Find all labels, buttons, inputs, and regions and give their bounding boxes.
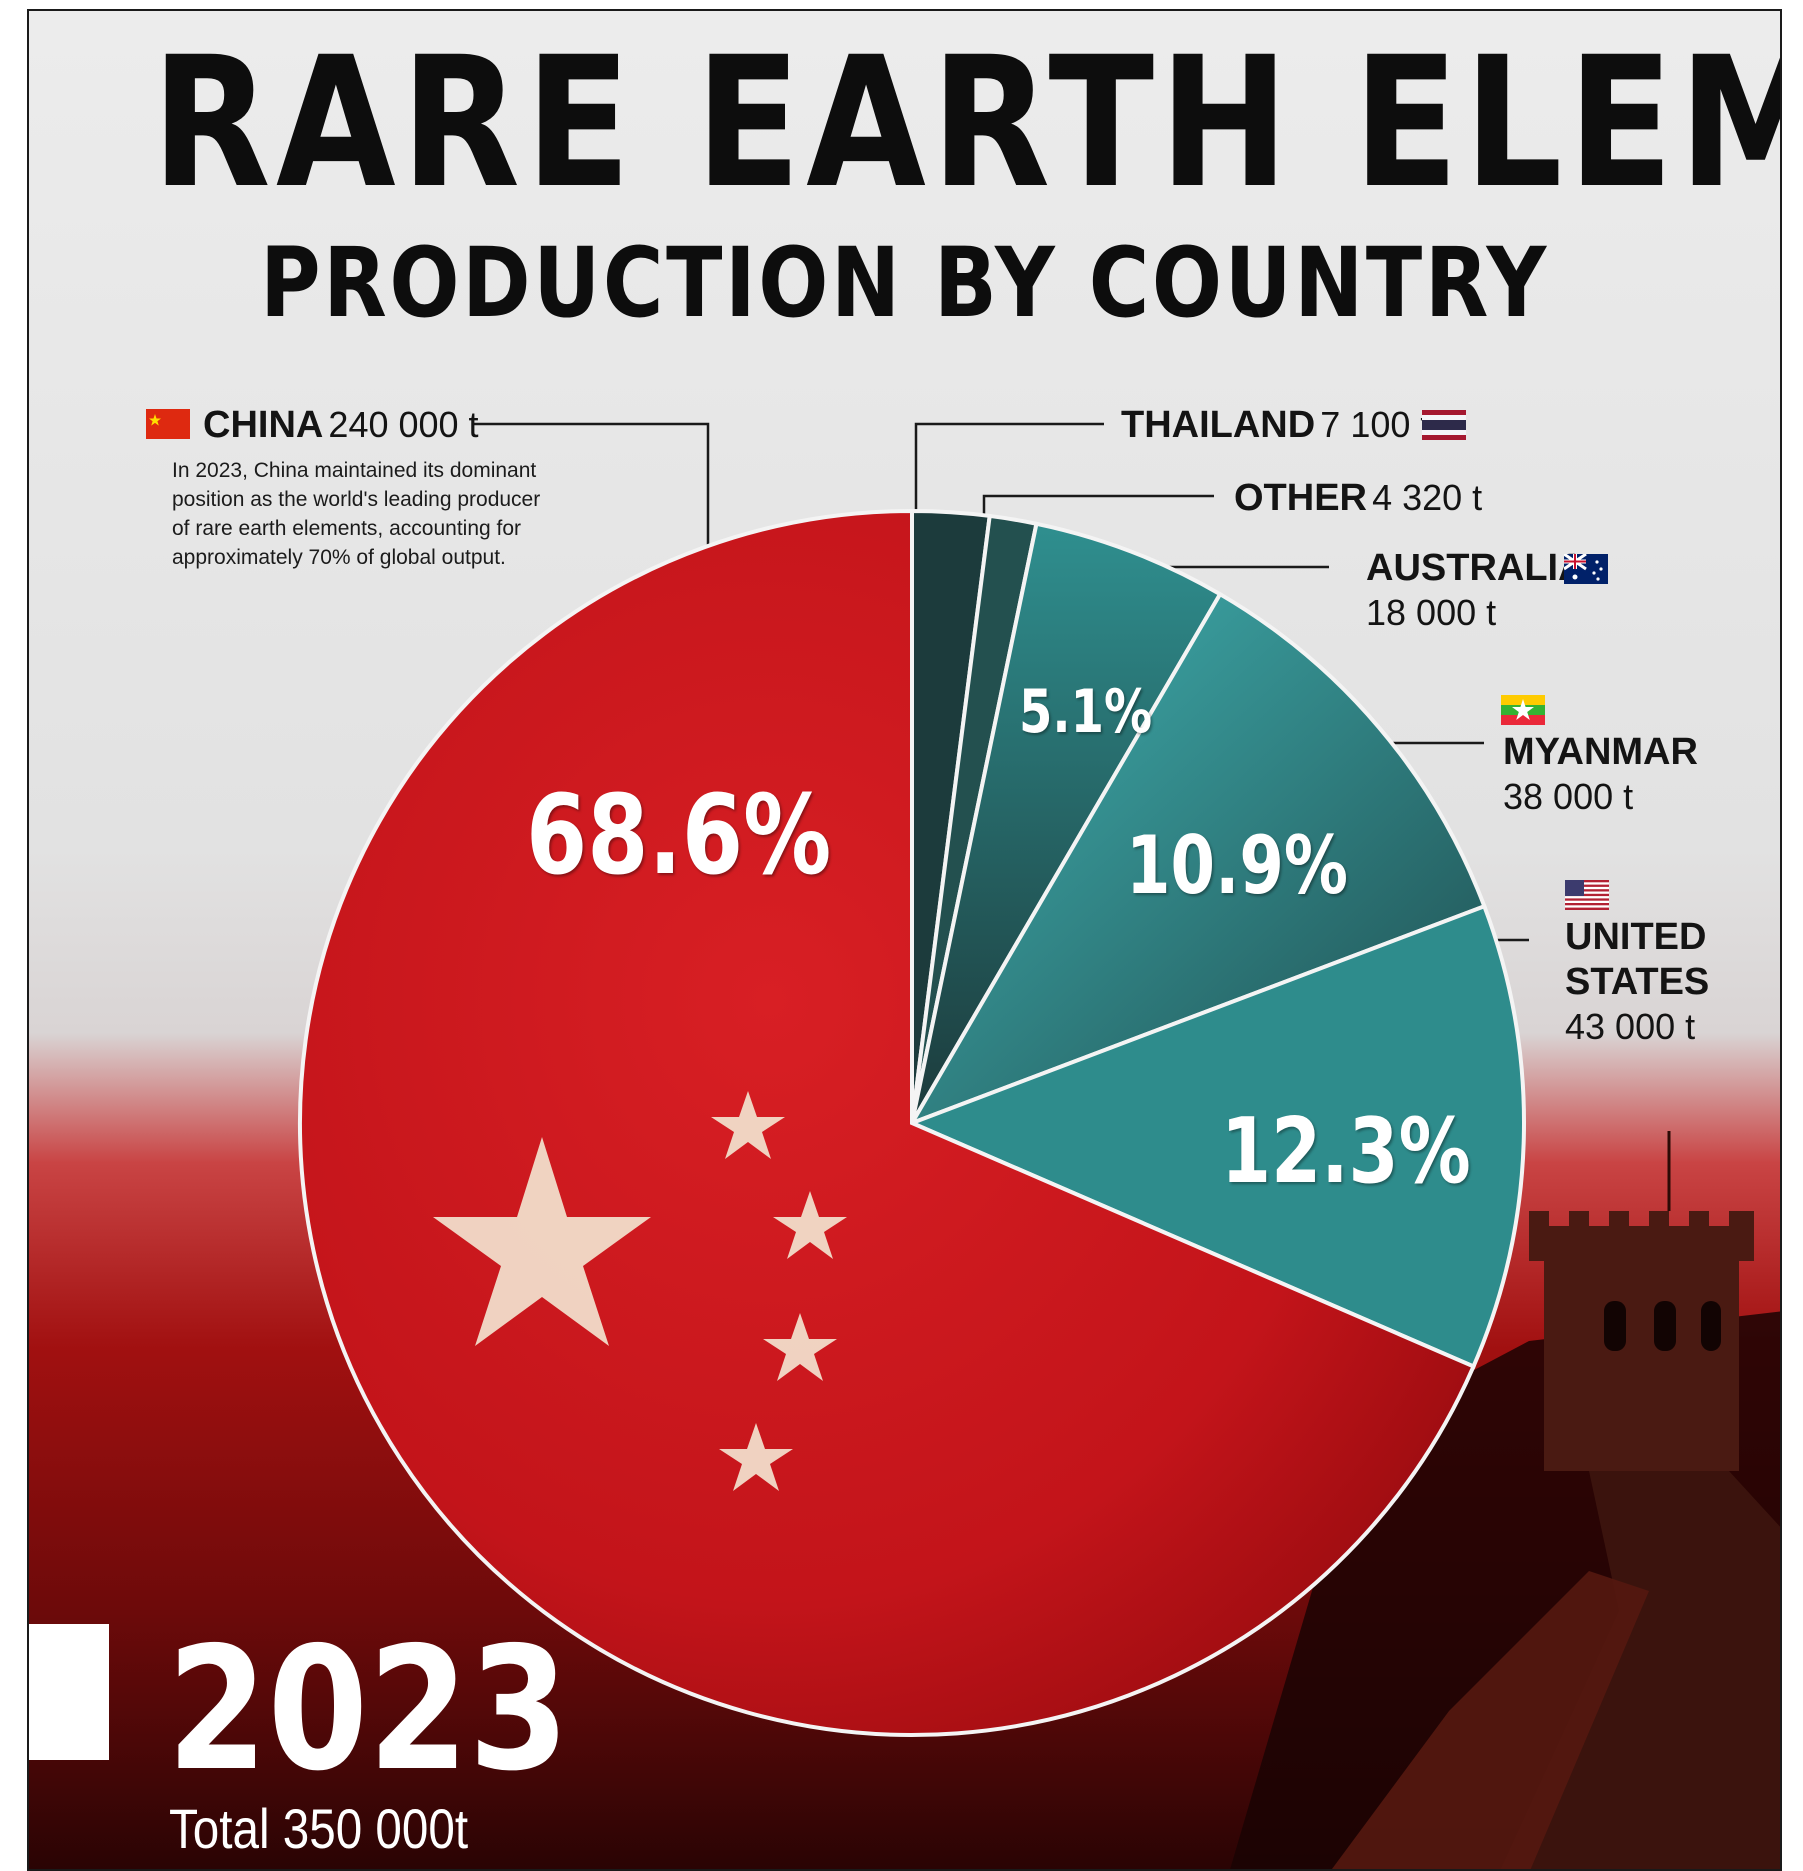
- label-other: OTHER 4 320 t: [1234, 477, 1482, 520]
- label-myanmar: MYANMAR 38 000 t: [1503, 731, 1698, 818]
- label-us-name-1: UNITED: [1565, 916, 1707, 958]
- pie-slice-china: [298, 508, 1477, 1737]
- label-thailand-name: THAILAND: [1121, 404, 1316, 446]
- label-thailand: THAILAND 7 100 t: [1121, 404, 1430, 447]
- label-china: CHINA 240 000 t: [203, 404, 479, 447]
- large-star: [433, 1137, 651, 1346]
- label-china-name: CHINA: [203, 404, 324, 446]
- chart-subtitle: PRODUCTION BY COUNTRY: [260, 227, 1549, 339]
- pct-label-myanmar: 10.9%: [1126, 819, 1349, 912]
- australia-flag-icon: [1564, 554, 1608, 584]
- label-australia-value: 18 000 t: [1366, 592, 1497, 633]
- label-australia-name: AUSTRALIA: [1366, 547, 1586, 589]
- label-myanmar-value: 38 000 t: [1503, 776, 1634, 817]
- pie-slice-myanmar: [907, 591, 1487, 1127]
- small-star-2: [773, 1191, 847, 1259]
- label-us-value: 43 000 t: [1565, 1006, 1696, 1047]
- label-other-name: OTHER: [1234, 477, 1367, 519]
- year-accent-block: [29, 1624, 109, 1760]
- pct-label-australia: 5.1%: [1019, 677, 1153, 747]
- thailand-flag-icon: [1422, 410, 1466, 440]
- year-label: 2023: [167, 1611, 570, 1809]
- label-myanmar-name: MYANMAR: [1503, 731, 1698, 773]
- label-united-states: UNITED STATES 43 000 t: [1565, 916, 1709, 1048]
- chart-title: RARE EARTH ELEMENT: [151, 19, 1780, 228]
- pie-slice-united-states: [906, 903, 1526, 1370]
- small-star-4: [719, 1423, 793, 1491]
- label-australia: AUSTRALIA 18 000 t: [1366, 547, 1586, 634]
- pct-label-united-states: 12.3%: [1221, 1099, 1471, 1204]
- great-wall-illustration: [1331, 1131, 1780, 1869]
- total-label: Total 350 000t: [169, 1797, 469, 1860]
- label-china-value: 240 000 t: [328, 404, 479, 445]
- pie-slice-australia: [910, 521, 1223, 1125]
- pct-label-china: 68.6%: [526, 771, 832, 899]
- label-thailand-value: 7 100 t: [1320, 404, 1431, 445]
- small-star-3: [763, 1313, 837, 1381]
- myanmar-flag-icon: [1501, 695, 1545, 725]
- china-flag-stars: [433, 1091, 847, 1491]
- usa-flag-icon: [1565, 880, 1609, 910]
- china-note: In 2023, China maintained its dominant p…: [172, 459, 541, 569]
- label-other-value: 4 320 t: [1372, 477, 1483, 518]
- china-flag-icon: [146, 409, 190, 439]
- infographic-poster: RARE EARTH ELEMENT PRODUCTION BY COUNTRY…: [27, 9, 1782, 1871]
- label-us-name-2: STATES: [1565, 961, 1710, 1003]
- pie-chart: [298, 508, 1526, 1737]
- small-star-1: [711, 1091, 785, 1159]
